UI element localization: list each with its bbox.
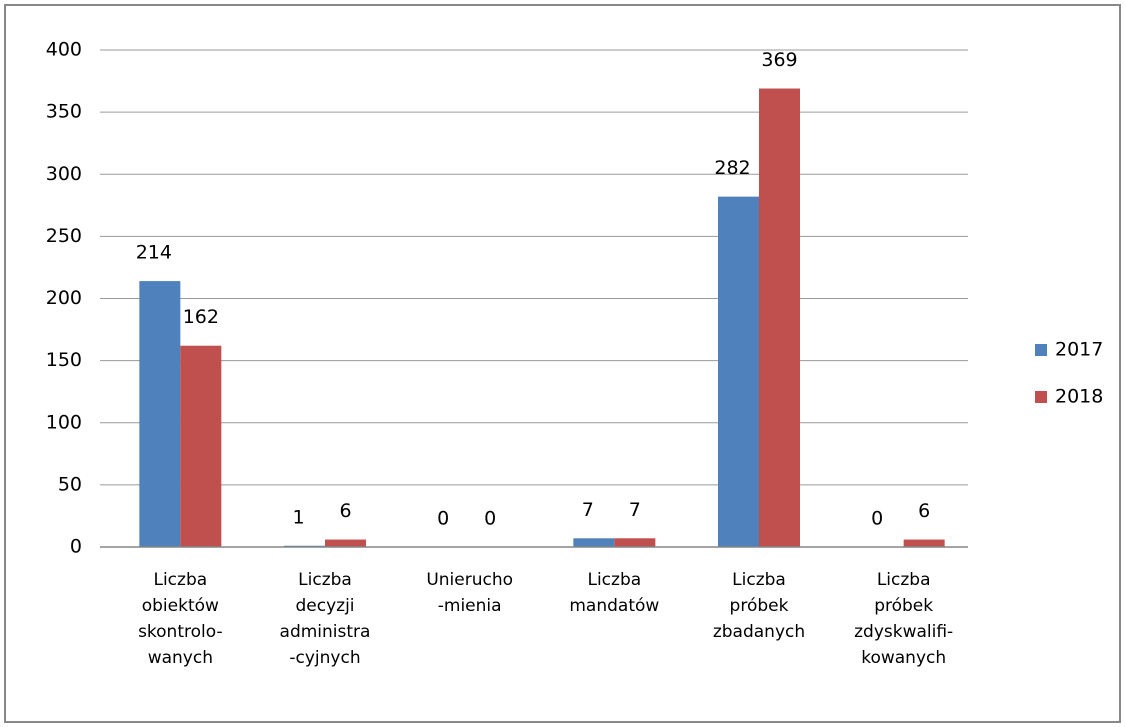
data-label: 1: [292, 506, 304, 528]
data-label: 162: [183, 306, 219, 328]
legend-label: 2017: [1055, 339, 1103, 361]
legend-swatch: [1035, 391, 1047, 403]
x-tick-label: Liczba próbek zbadanych: [713, 570, 805, 642]
legend-label: 2018: [1055, 386, 1103, 408]
y-tick-label: 200: [46, 287, 82, 309]
data-label: 369: [761, 49, 797, 71]
y-tick-label: 0: [70, 536, 82, 558]
x-tick-label: Liczba mandatów: [569, 570, 659, 616]
y-tick-label: 50: [58, 473, 82, 495]
bar: [180, 345, 222, 547]
y-tick-label: 250: [46, 225, 82, 247]
bar: [573, 538, 615, 547]
data-label: 0: [871, 508, 883, 530]
data-label: 6: [918, 500, 930, 522]
y-tick-label: 350: [46, 101, 82, 123]
bar: [139, 281, 181, 547]
data-label: 0: [484, 508, 496, 530]
data-label: 282: [714, 157, 750, 179]
x-tick-label: Liczba próbek zdyskwalifi-kowanych: [854, 570, 953, 668]
data-label: 7: [629, 499, 641, 521]
legend-swatch: [1035, 344, 1047, 356]
y-tick-label: 400: [46, 39, 82, 61]
x-tick-label: Liczba obiektów skontrolo-wanych: [138, 570, 223, 668]
x-tick-label: Unierucho -mienia: [426, 570, 513, 616]
bar: [903, 539, 945, 547]
bar: [759, 88, 800, 547]
bar: [718, 196, 759, 548]
y-tick-label: 300: [46, 163, 82, 185]
bar: [614, 538, 656, 547]
y-tick-label: 150: [46, 349, 82, 371]
data-label: 214: [136, 242, 172, 264]
bar: [325, 539, 366, 547]
data-label: 0: [437, 508, 449, 530]
data-label: 6: [339, 500, 351, 522]
y-tick-label: 100: [46, 411, 82, 433]
data-label: 7: [582, 499, 594, 521]
x-tick-label: Liczba decyzji administra -cyjnych: [280, 570, 371, 668]
